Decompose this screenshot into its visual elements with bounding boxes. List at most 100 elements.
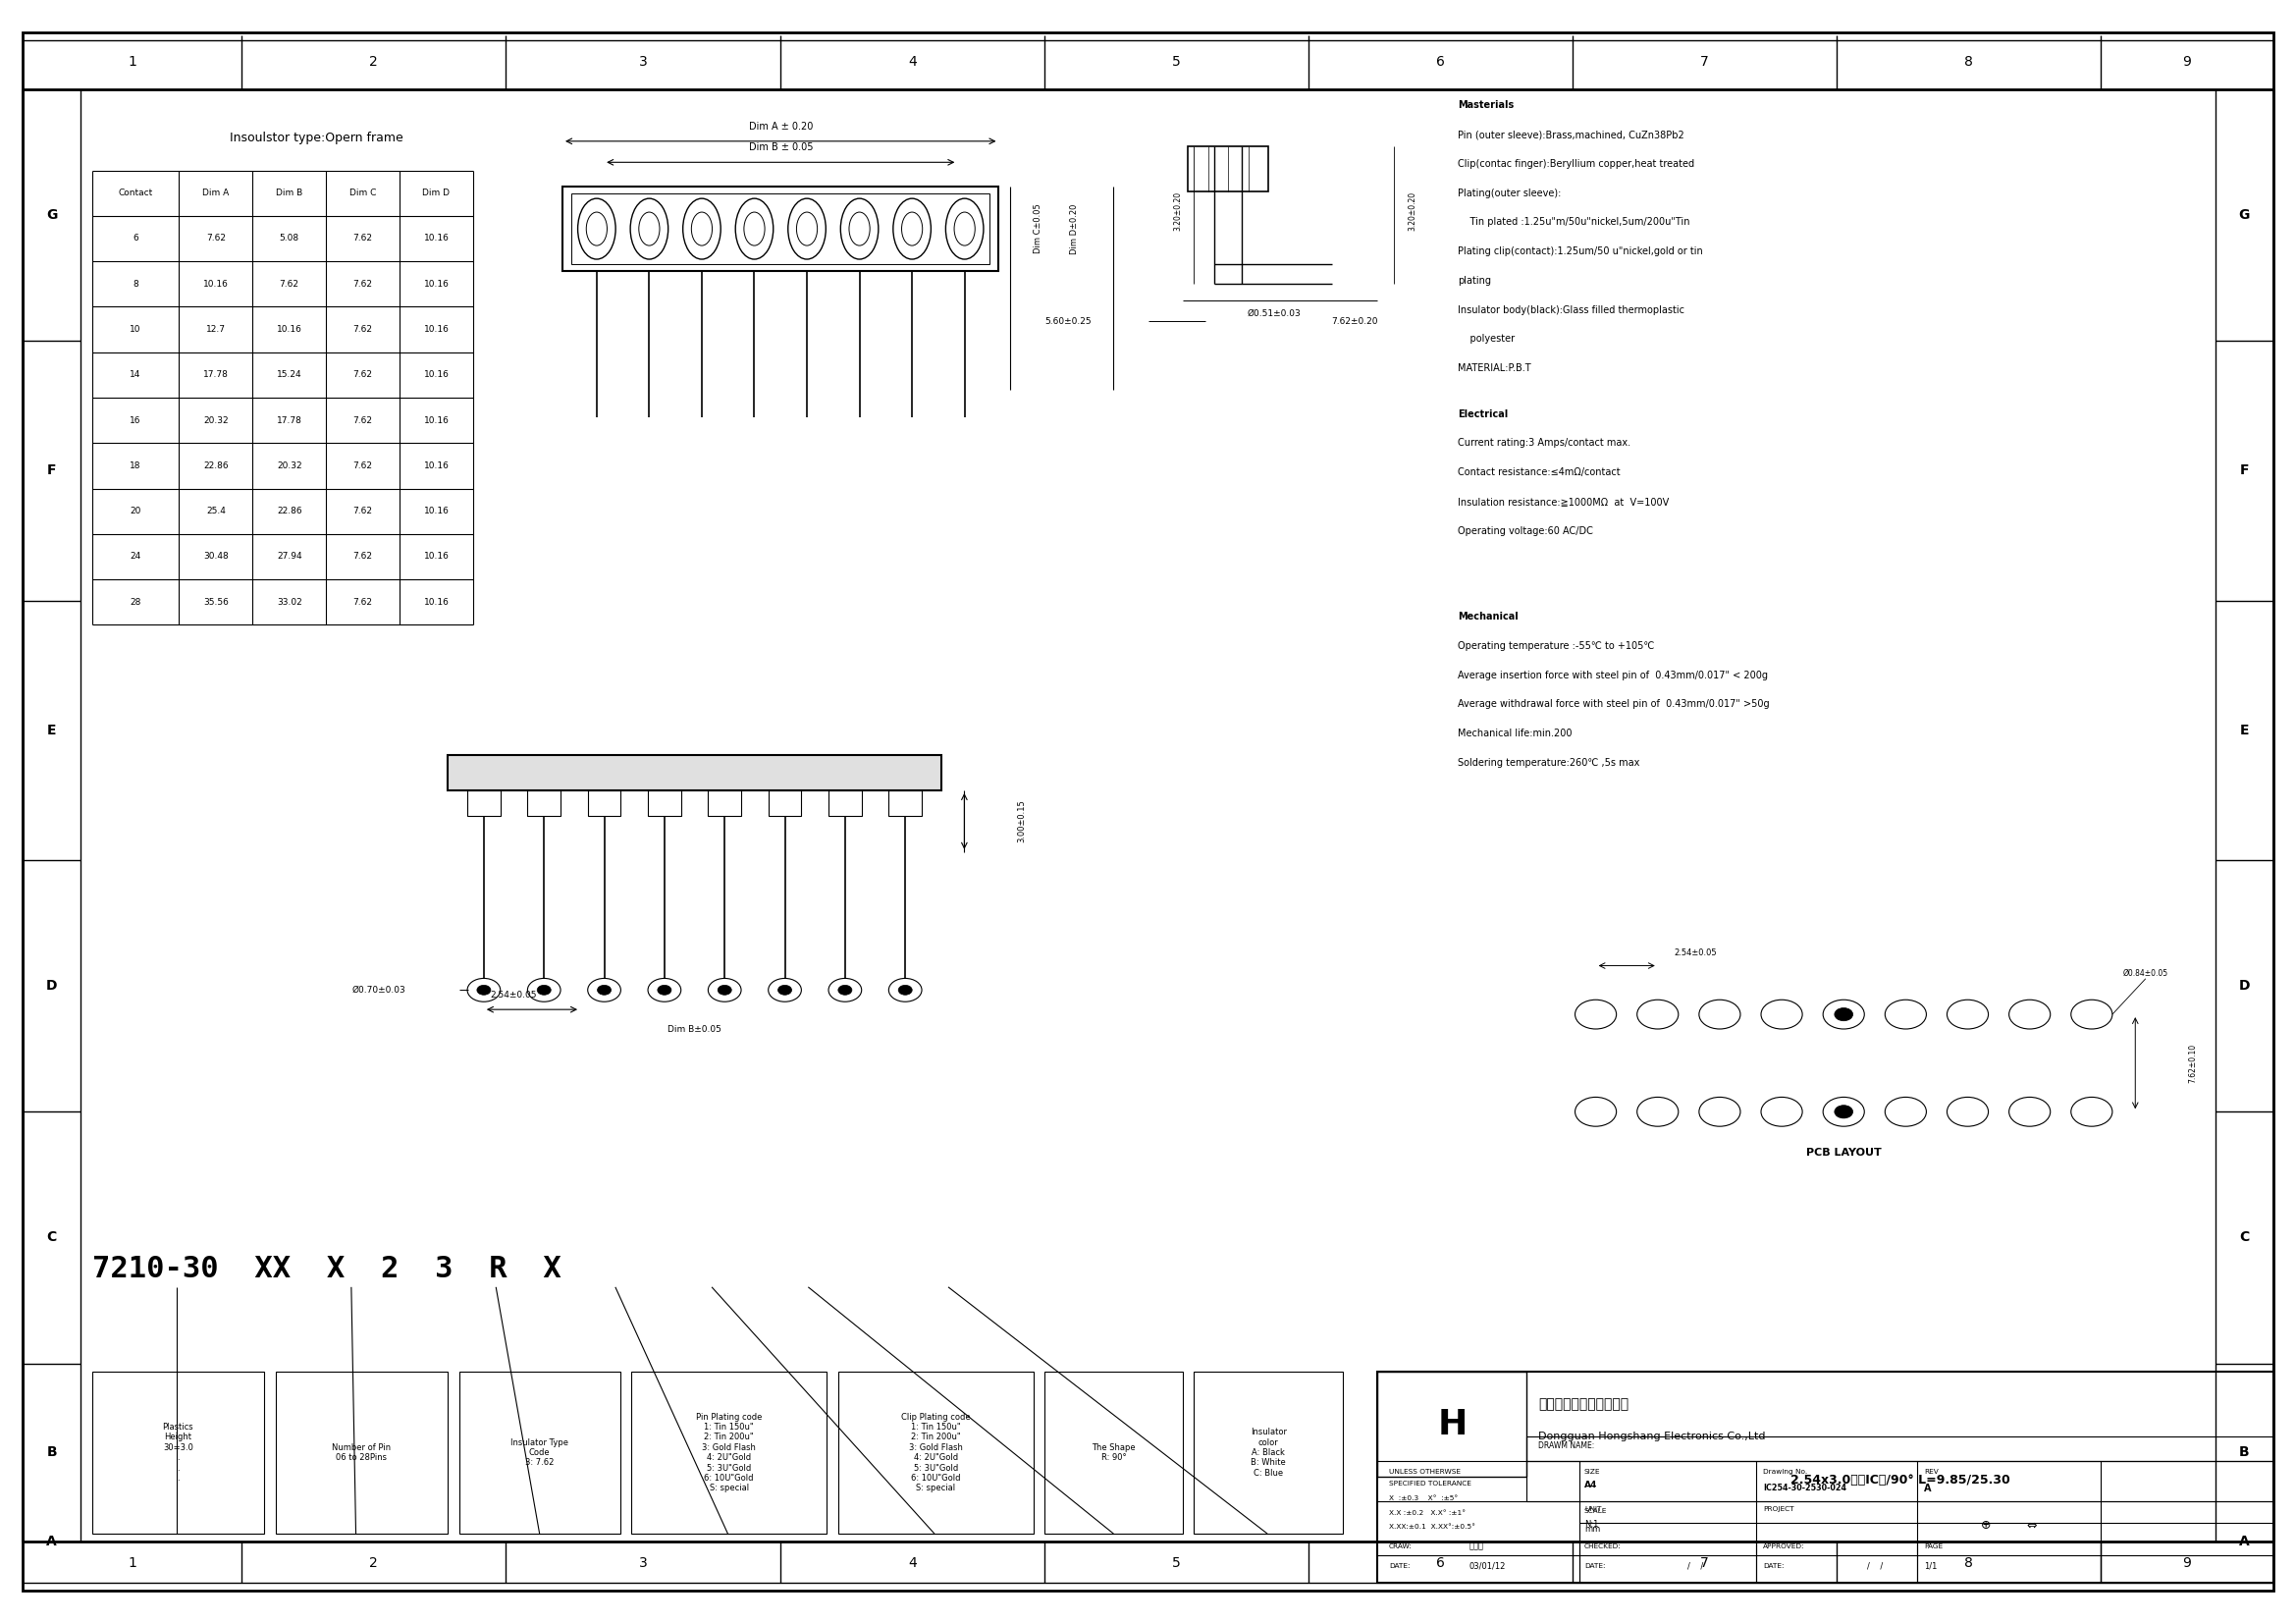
Text: 10.16: 10.16: [422, 506, 450, 516]
Text: Soldering temperature:260℃ ,5s max: Soldering temperature:260℃ ,5s max: [1458, 758, 1639, 768]
Text: 7: 7: [1701, 55, 1708, 68]
Text: UNLESS OTHERWSE: UNLESS OTHERWSE: [1389, 1469, 1460, 1475]
Circle shape: [1637, 1097, 1678, 1126]
Text: PCB LAYOUT: PCB LAYOUT: [1807, 1147, 1880, 1157]
Text: Insoulstor type:Opern frame: Insoulstor type:Opern frame: [230, 131, 404, 144]
Circle shape: [2071, 1097, 2112, 1126]
Ellipse shape: [946, 198, 983, 260]
Text: Dim D: Dim D: [422, 188, 450, 198]
Circle shape: [1637, 1000, 1678, 1029]
Text: 4: 4: [909, 1556, 916, 1569]
Circle shape: [1823, 1000, 1864, 1029]
Text: 18: 18: [131, 461, 140, 471]
Text: 10.16: 10.16: [422, 325, 450, 334]
Text: 20.32: 20.32: [278, 461, 301, 471]
Circle shape: [1947, 1097, 1988, 1126]
Ellipse shape: [691, 213, 712, 245]
Text: A4: A4: [1584, 1480, 1598, 1490]
Circle shape: [1823, 1097, 1864, 1126]
Text: Operating voltage:60 AC/DC: Operating voltage:60 AC/DC: [1458, 526, 1593, 536]
Text: Clip Plating code
1: Tin 150u"
2: Tin 200u"
3: Gold Flash
4: 2U"Gold
5: 3U"Gold
: Clip Plating code 1: Tin 150u" 2: Tin 20…: [900, 1412, 971, 1493]
Ellipse shape: [788, 198, 827, 260]
Text: X.XX:±0.1  X.XX°:±0.5°: X.XX:±0.1 X.XX°:±0.5°: [1389, 1524, 1476, 1530]
Bar: [1378, 1371, 2273, 1582]
Circle shape: [597, 985, 611, 995]
Text: 10.16: 10.16: [422, 279, 450, 289]
Text: 8: 8: [133, 279, 138, 289]
Circle shape: [1885, 1000, 1926, 1029]
Text: A: A: [46, 1535, 57, 1548]
Text: 2: 2: [370, 1556, 377, 1569]
Bar: [631, 1371, 827, 1534]
Circle shape: [1699, 1097, 1740, 1126]
Text: Contact: Contact: [117, 188, 154, 198]
Bar: [448, 755, 941, 790]
Text: 7.62: 7.62: [354, 370, 372, 380]
Circle shape: [1575, 1000, 1616, 1029]
Text: mm: mm: [1584, 1524, 1600, 1534]
Text: C: C: [46, 1230, 57, 1245]
Text: B: B: [46, 1446, 57, 1459]
Circle shape: [1575, 1097, 1616, 1126]
Ellipse shape: [955, 213, 976, 245]
Text: 1: 1: [129, 1556, 135, 1569]
Bar: [1045, 1371, 1182, 1534]
Circle shape: [707, 979, 742, 1001]
Text: The Shape
R: 90°: The Shape R: 90°: [1091, 1443, 1137, 1462]
Text: 35.56: 35.56: [202, 597, 230, 607]
Text: Clip(contac finger):Beryllium copper,heat treated: Clip(contac finger):Beryllium copper,hea…: [1458, 159, 1694, 169]
Text: 5.60±0.25: 5.60±0.25: [1045, 316, 1091, 326]
Ellipse shape: [893, 198, 930, 260]
Text: 17.78: 17.78: [276, 415, 303, 425]
Circle shape: [647, 979, 682, 1001]
Text: 6: 6: [133, 234, 138, 243]
Text: 3.00±0.15: 3.00±0.15: [1017, 800, 1026, 842]
Bar: [1189, 146, 1267, 192]
Bar: [92, 1371, 264, 1534]
Ellipse shape: [797, 213, 817, 245]
Text: Dim B ± 0.05: Dim B ± 0.05: [748, 143, 813, 153]
Ellipse shape: [682, 198, 721, 260]
Text: 2.54±0.05: 2.54±0.05: [1674, 948, 1717, 958]
Circle shape: [2071, 1000, 2112, 1029]
Text: 25.4: 25.4: [207, 506, 225, 516]
Text: X  :±0.3    X°  :±5°: X :±0.3 X° :±5°: [1389, 1495, 1458, 1501]
Text: Insulator Type
Code
3: 7.62: Insulator Type Code 3: 7.62: [510, 1438, 569, 1467]
Text: Insulator body(black):Glass filled thermoplastic: Insulator body(black):Glass filled therm…: [1458, 305, 1685, 315]
Text: 33.02: 33.02: [276, 597, 303, 607]
Circle shape: [528, 979, 560, 1001]
Text: Masterials: Masterials: [1458, 101, 1513, 110]
Text: 2.54±0.05: 2.54±0.05: [491, 990, 537, 1000]
Circle shape: [889, 979, 921, 1001]
Text: 7.62±0.20: 7.62±0.20: [1332, 316, 1378, 326]
Text: 3.20±0.20: 3.20±0.20: [1173, 192, 1182, 230]
Text: E: E: [46, 724, 57, 737]
Text: 1/1: 1/1: [1924, 1561, 1938, 1571]
Text: 12.7: 12.7: [207, 325, 225, 334]
Bar: [707, 790, 742, 816]
Text: C: C: [2239, 1230, 2250, 1245]
Text: Plastics
Height
30=3.0
.
.
.: Plastics Height 30=3.0 . . .: [163, 1423, 193, 1482]
Text: Pin Plating code
1: Tin 150u"
2: Tin 200u"
3: Gold Flash
4: 2U"Gold
5: 3U"Gold
6: Pin Plating code 1: Tin 150u" 2: Tin 200…: [696, 1412, 762, 1493]
Text: CRAW:: CRAW:: [1389, 1543, 1412, 1550]
Text: Ø0.84±0.05: Ø0.84±0.05: [2124, 969, 2167, 979]
Text: 10.16: 10.16: [422, 415, 450, 425]
Text: D: D: [2239, 979, 2250, 993]
Circle shape: [719, 985, 732, 995]
Text: 10.16: 10.16: [422, 370, 450, 380]
Text: 20.32: 20.32: [204, 415, 227, 425]
Text: Dim A ± 0.20: Dim A ± 0.20: [748, 122, 813, 131]
Text: 7: 7: [1701, 1556, 1708, 1569]
Text: 10: 10: [131, 325, 140, 334]
Text: 8: 8: [1965, 1556, 1972, 1569]
Text: 9: 9: [2183, 55, 2190, 68]
Text: DATE:: DATE:: [1389, 1563, 1410, 1569]
Text: F: F: [2239, 464, 2250, 477]
Circle shape: [829, 979, 861, 1001]
Text: 8: 8: [1965, 55, 1972, 68]
Bar: [647, 790, 682, 816]
Text: G: G: [46, 208, 57, 222]
Text: Insulator
color
A: Black
B: White
C: Blue: Insulator color A: Black B: White C: Blu…: [1251, 1428, 1286, 1477]
Circle shape: [478, 985, 491, 995]
Text: X.X :±0.2   X.X° :±1°: X.X :±0.2 X.X° :±1°: [1389, 1509, 1465, 1516]
